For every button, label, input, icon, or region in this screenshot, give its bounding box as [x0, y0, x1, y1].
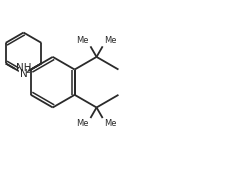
- Text: 2: 2: [26, 66, 31, 75]
- Text: Me: Me: [76, 119, 88, 128]
- Text: Me: Me: [76, 36, 88, 45]
- Text: Me: Me: [104, 36, 117, 45]
- Text: Me: Me: [104, 119, 117, 128]
- Text: N: N: [20, 69, 27, 79]
- Text: NH: NH: [15, 63, 31, 73]
